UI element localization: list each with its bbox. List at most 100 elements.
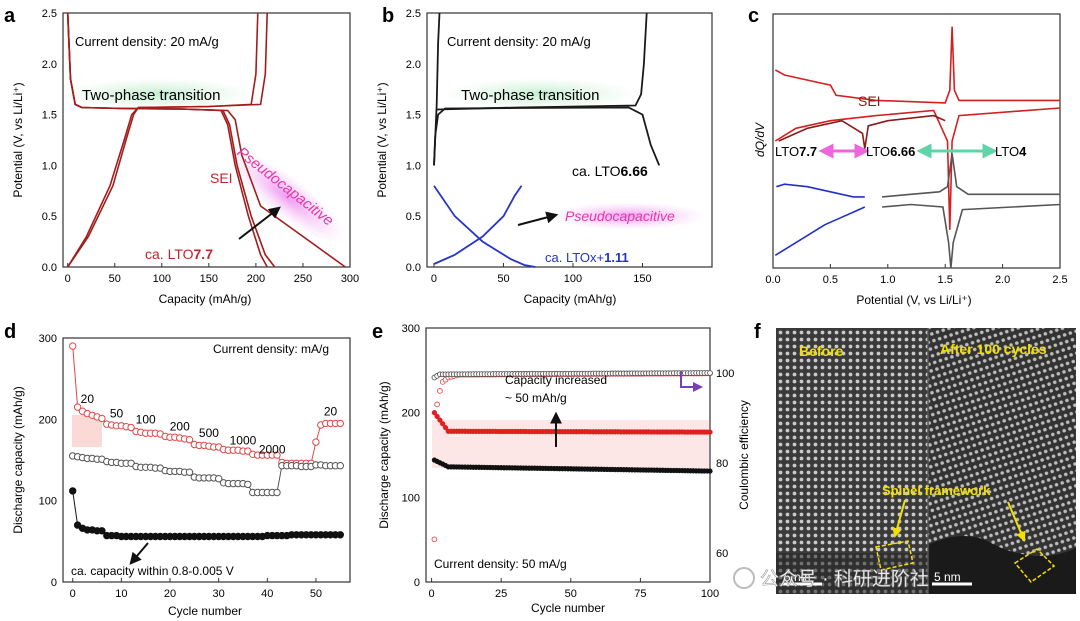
panel-b-chart: 0 50 100 150 0.0 0.5 1.0 1.5 2.0 2.5 Capacity (mAh… xyxy=(375,8,713,306)
panel-e-point-capacity-red xyxy=(431,410,438,416)
panel-f-before-label: Before xyxy=(799,343,844,359)
panel-d-rate-label: 200 xyxy=(170,420,190,434)
panel-d-ytick-label: 200 xyxy=(39,414,57,426)
panel-e-increase-line1: Capacity increased xyxy=(505,373,607,387)
panel-c-lto666-value: 6.66 xyxy=(890,144,915,159)
panel-b-xtick-label: 0 xyxy=(431,273,437,285)
panel-b-xtick-label: 100 xyxy=(564,273,582,285)
panel-e-ytick-label: 300 xyxy=(402,323,420,335)
panel-e-xlabel: Cycle number xyxy=(531,601,605,615)
panel-f-before-image xyxy=(776,328,928,594)
panel-b-transition-label: Two-phase transition xyxy=(461,87,599,104)
panel-f-scale-left: 5 nm xyxy=(784,570,811,584)
panel-c-xlabel: Potential (V, vs Li/Li⁺) xyxy=(856,293,971,307)
panel-c-series-blue-charge xyxy=(776,183,865,198)
panel-d-point-top xyxy=(98,414,106,423)
panel-d-xtick-label: 40 xyxy=(261,588,273,600)
panel-b-xtick-label: 50 xyxy=(497,273,509,285)
panel-a-series-charge-2 xyxy=(67,12,268,268)
panel-e-ytick-label: 100 xyxy=(402,492,420,504)
panel-b-lto-prefix: ca. LTO xyxy=(572,163,621,179)
panel-label-c: c xyxy=(748,5,759,27)
panel-a-xtick-label: 200 xyxy=(247,273,265,285)
panel-d-point-top xyxy=(336,419,344,428)
panel-a-xtick-label: 250 xyxy=(294,273,312,285)
panel-c-lto4-value: 4 xyxy=(1019,144,1027,159)
panel-e-point-ce-gray xyxy=(707,370,713,376)
panel-a-xtick-label: 150 xyxy=(200,273,218,285)
panel-b-series-lto-charge-2 xyxy=(436,12,648,111)
panel-e-y2tick-label: 100 xyxy=(716,368,734,380)
panel-d-point-top xyxy=(69,342,77,350)
panel-c-xtick-label: 2.5 xyxy=(1052,274,1067,286)
panel-f-dark-region xyxy=(928,536,1076,594)
panel-label-a: a xyxy=(4,5,16,27)
panel-label-e: e xyxy=(372,321,383,343)
panel-e-ylabel: Discharge capacity (mAh/g) xyxy=(377,381,391,528)
panel-e-y2tick-label: 60 xyxy=(716,548,728,560)
panel-a-ytick-label: 0.0 xyxy=(42,262,57,274)
panel-d-xtick-label: 20 xyxy=(164,588,176,600)
panel-e-xtick-label: 0 xyxy=(429,588,435,600)
panel-d-ytick-label: 300 xyxy=(39,333,57,345)
panel-b-ytick-label: 2.5 xyxy=(406,8,421,20)
panel-c-xtick-label: 1.0 xyxy=(880,274,895,286)
panel-e-point-ce-red xyxy=(437,388,443,394)
panel-d-point-top xyxy=(185,436,194,444)
panel-e-increase-line2: ~ 50 mAh/g xyxy=(505,391,567,405)
panel-d-rate-label: 20 xyxy=(324,404,338,418)
panel-a-current-density: Current density: 20 mA/g xyxy=(75,34,219,49)
panel-c-xtick-label: 0.5 xyxy=(823,274,838,286)
panel-d-point-bottom xyxy=(69,487,77,495)
panel-d-xtick-label: 0 xyxy=(70,588,76,600)
panel-e-xtick-label: 50 xyxy=(565,588,577,600)
panel-b-xtick-label: 150 xyxy=(633,273,651,285)
panel-a-ytick-label: 2.0 xyxy=(42,59,57,71)
panel-a-axes-frame xyxy=(62,12,351,268)
panel-c-lto666-label: LTO6.66 xyxy=(866,144,915,159)
panel-a-arrow xyxy=(238,206,281,240)
panel-a-series-charge-1 xyxy=(67,12,259,268)
panel-d-rate-label: 100 xyxy=(136,412,156,426)
watermark-text: 公众号 · 科研进阶社 xyxy=(760,568,929,590)
panel-c-series-gray-discharge xyxy=(882,203,1061,269)
panel-d-point-top xyxy=(312,438,320,446)
panel-label-f: f xyxy=(754,321,761,343)
panel-f-scale-right: 5 nm xyxy=(934,570,961,584)
panel-e-point-capacity-black xyxy=(707,468,713,474)
panel-b-series-ltox-charge xyxy=(433,185,523,265)
panel-e-point-capacity-red xyxy=(437,417,443,423)
panel-d-line-bottom xyxy=(72,490,341,537)
panel-e-chart: 0 25 50 75 100 0 100 200 300 60 80 100 Cycle number D… xyxy=(377,323,751,615)
panel-c-sei-label: SEI xyxy=(858,93,881,109)
panel-d-point-top xyxy=(73,403,82,411)
panel-b-axes-frame xyxy=(426,12,713,268)
panel-e-point-capacity-red xyxy=(440,421,446,427)
panel-e-y2label: Coulombic efficiency xyxy=(737,400,751,510)
panel-d-point-middle xyxy=(273,488,281,497)
panel-b-series-ltox-discharge xyxy=(433,185,536,268)
panel-c-ylabel: dQ/dV xyxy=(753,122,767,157)
panel-e-highlight-band xyxy=(432,420,709,468)
panel-a-series-discharge-2 xyxy=(66,12,276,268)
panel-d-point-top xyxy=(127,423,135,432)
panel-b-lto-label: ca. LTO6.66 xyxy=(572,163,648,179)
panel-b-transition-glow xyxy=(444,78,636,110)
panel-a-ytick-label: 1.5 xyxy=(42,110,57,122)
panel-c-xtick-label: 2.0 xyxy=(995,274,1010,286)
panel-a-xtick-label: 300 xyxy=(341,273,359,285)
panel-e-point-ce-red xyxy=(431,536,438,543)
panel-c-lto77-prefix: LTO xyxy=(775,144,799,159)
panel-b-ytick-label: 0.5 xyxy=(406,211,421,223)
panel-c-series-red-charge xyxy=(774,26,1060,104)
panel-e-xtick-label: 100 xyxy=(701,588,719,600)
panel-f-bottom-shade xyxy=(776,553,928,594)
panel-f-box-left xyxy=(875,540,914,571)
panel-c-lto77-value: 7.7 xyxy=(799,144,817,159)
panel-e-y2tick-label: 80 xyxy=(716,458,728,470)
panel-b-pseudo-glow xyxy=(550,202,706,230)
panel-a-pseudo-glow xyxy=(228,149,346,245)
panel-d-rate-label: 2000 xyxy=(259,442,286,456)
panel-d-xtick-label: 30 xyxy=(213,588,225,600)
panel-d-note: ca. capacity within 0.8-0.005 V xyxy=(71,564,234,578)
